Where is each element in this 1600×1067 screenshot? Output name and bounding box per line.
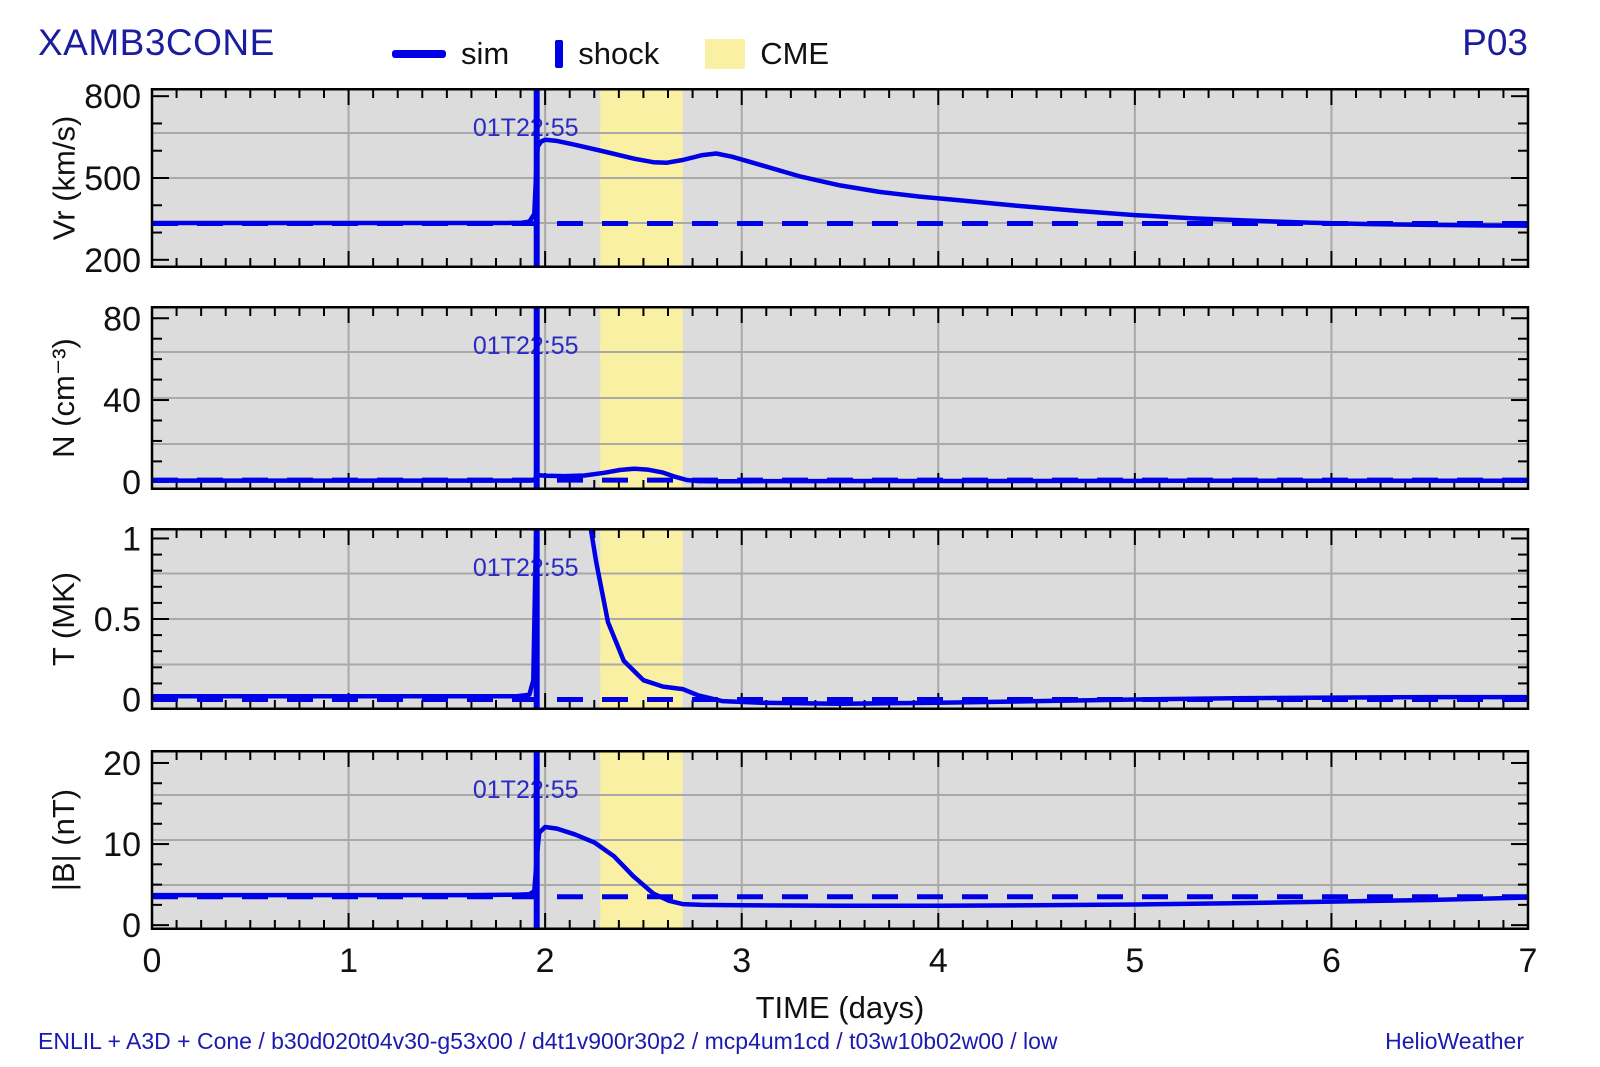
legend-label-cme: CME: [760, 36, 830, 71]
svg-text:01T22:55: 01T22:55: [473, 114, 579, 142]
svg-text:10: 10: [103, 826, 141, 864]
panel-vr: Vr (km/s) 200 500 800 01T22:55: [0, 78, 1600, 280]
density-plot: 0 40 80 01T22:55: [103, 300, 1530, 502]
panel-density: N (cm⁻³) 0 40 80 01T22:55: [0, 300, 1600, 502]
model-run-caption: ENLIL + A3D + Cone / b30d020t04v30-g53x0…: [38, 1028, 1058, 1054]
svg-text:20: 20: [103, 745, 141, 783]
temperature-plot: 0 0.5 1 01T22:55: [94, 520, 1530, 720]
position-id: P03: [1462, 22, 1528, 63]
bfield-plot: 0 10 20 01T22:55: [103, 745, 1530, 945]
legend-item-shock: shock: [555, 36, 659, 72]
shock-bar-swatch-icon: [555, 40, 564, 68]
svg-text:200: 200: [84, 242, 141, 280]
svg-text:6: 6: [1322, 942, 1341, 980]
svg-text:01T22:55: 01T22:55: [473, 332, 579, 360]
svg-text:01T22:55: 01T22:55: [473, 554, 579, 582]
svg-text:7: 7: [1519, 942, 1538, 980]
credit-text: HelioWeather: [1385, 1028, 1524, 1054]
svg-text:500: 500: [84, 160, 141, 198]
svg-text:4: 4: [929, 942, 948, 980]
vr-plot: 200 500 800 01T22:55: [84, 78, 1530, 280]
svg-text:2: 2: [536, 942, 555, 980]
legend: sim shock CME: [392, 36, 829, 72]
svg-text:01T22:55: 01T22:55: [473, 776, 579, 804]
svg-text:0.5: 0.5: [94, 601, 141, 639]
svg-text:800: 800: [84, 78, 141, 116]
time-axis: 0 1 2 3 4 5 6 7 TIME (days): [143, 942, 1538, 1025]
svg-text:0: 0: [122, 682, 141, 720]
sim-line-swatch-icon: [392, 50, 446, 58]
legend-label-shock: shock: [578, 36, 660, 71]
svg-text:3: 3: [732, 942, 751, 980]
svg-text:80: 80: [103, 300, 141, 338]
legend-item-sim: sim: [392, 36, 509, 72]
svg-text:5: 5: [1125, 942, 1144, 980]
panel-bfield: |B| (nT) 0 10 20 01T22:55: [0, 745, 1600, 945]
svg-text:1: 1: [122, 520, 141, 558]
svg-text:0: 0: [143, 942, 162, 980]
svg-text:TIME (days): TIME (days): [756, 990, 925, 1025]
panel-temperature: T (MK) 0 0.5 1 01T22:55: [0, 520, 1600, 720]
run-title: XAMB3CONE: [38, 22, 275, 63]
legend-label-sim: sim: [461, 36, 510, 71]
legend-item-cme: CME: [705, 36, 829, 72]
svg-text:0: 0: [122, 907, 141, 945]
cme-box-swatch-icon: [705, 39, 746, 69]
svg-text:0: 0: [122, 464, 141, 502]
svg-text:1: 1: [339, 942, 358, 980]
svg-text:40: 40: [103, 382, 141, 420]
